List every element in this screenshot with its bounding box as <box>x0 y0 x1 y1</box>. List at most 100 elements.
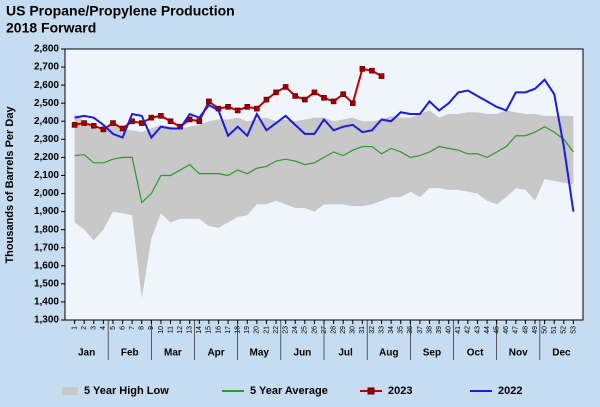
point-marker <box>148 114 155 121</box>
chart-title: US Propane/Propylene Production <box>6 3 235 19</box>
x-tick-label: 3 <box>91 326 98 330</box>
x-tick-label: 31 <box>359 326 366 334</box>
x-tick-label: 2 <box>81 326 88 330</box>
x-tick-label: 16 <box>215 326 222 334</box>
month-label: Feb <box>121 348 139 359</box>
x-tick-label: 45 <box>494 326 501 334</box>
point-marker <box>254 105 260 112</box>
x-tick-label: 9 <box>148 326 155 330</box>
x-tick-label: 25 <box>302 326 309 334</box>
x-tick-label: 13 <box>187 326 194 334</box>
y-tick-label: 1,400 <box>34 297 59 308</box>
legend-label: 5 Year High Low <box>84 385 169 397</box>
x-tick-label: 33 <box>378 326 385 334</box>
legend-label: 2023 <box>388 385 412 397</box>
x-tick-label: 20 <box>254 326 261 334</box>
x-tick-label: 4 <box>100 326 107 330</box>
x-tick-label: 34 <box>388 326 395 334</box>
y-tick-label: 1,600 <box>34 260 59 271</box>
x-tick-label: 28 <box>330 326 337 334</box>
high-low-band <box>74 110 574 299</box>
point-marker <box>311 89 318 96</box>
point-marker <box>273 89 279 96</box>
x-tick-label: 1 <box>71 326 78 330</box>
point-marker <box>321 94 327 101</box>
x-tick-label: 47 <box>513 326 520 334</box>
x-tick-label: 10 <box>158 326 165 334</box>
x-tick-label: 48 <box>522 326 529 334</box>
x-tick-label: 36 <box>407 326 414 334</box>
point-marker <box>110 120 116 126</box>
x-tick-label: 43 <box>474 326 481 334</box>
series-line <box>74 78 575 212</box>
y-tick-label: 2,400 <box>34 116 59 127</box>
x-tick-label: 39 <box>436 326 443 334</box>
point-marker <box>71 122 78 128</box>
point-marker <box>225 104 231 110</box>
y-tick-label: 2,000 <box>34 188 59 199</box>
y-tick-label: 2,500 <box>34 98 59 109</box>
month-label: Sep <box>423 348 441 359</box>
y-tick-label: 2,100 <box>34 170 59 181</box>
month-label: Mar <box>164 348 182 359</box>
point-marker <box>81 120 87 126</box>
x-tick-label: 22 <box>273 326 280 334</box>
x-tick-label: 6 <box>119 326 126 330</box>
y-tick-label: 2,200 <box>34 152 59 163</box>
x-tick-label: 17 <box>225 326 232 334</box>
point-marker <box>359 66 366 72</box>
x-tick-label: 53 <box>570 326 577 334</box>
x-tick-label: 11 <box>167 326 174 333</box>
point-marker <box>158 113 164 119</box>
x-tick-label: 50 <box>541 326 548 334</box>
legend-swatch <box>62 387 78 395</box>
legend-label: 5 Year Average <box>250 385 328 397</box>
x-tick-label: 26 <box>311 326 318 334</box>
point-marker <box>369 67 375 74</box>
point-marker <box>90 122 97 129</box>
x-tick-label: 46 <box>503 326 510 334</box>
point-marker <box>292 93 299 99</box>
month-label: Oct <box>467 348 484 359</box>
x-tick-label: 8 <box>139 326 146 330</box>
y-tick-label: 2,800 <box>34 44 59 55</box>
series-line <box>74 125 574 204</box>
x-tick-label: 5 <box>110 326 117 330</box>
x-tick-label: 41 <box>455 326 462 334</box>
y-tick-label: 1,500 <box>34 279 59 290</box>
x-tick-label: 23 <box>282 326 289 334</box>
point-marker <box>206 98 212 105</box>
point-marker <box>340 91 346 97</box>
month-label: Jun <box>294 348 312 359</box>
legend-label: 2022 <box>498 385 522 397</box>
month-label: Jul <box>338 348 353 359</box>
chart-subtitle: 2018 Forward <box>6 20 96 36</box>
y-tick-label: 1,300 <box>34 315 59 326</box>
x-tick-label: 18 <box>235 326 242 334</box>
x-tick-label: 44 <box>484 326 491 334</box>
x-tick-label: 15 <box>206 326 213 334</box>
point-marker <box>282 84 289 90</box>
point-marker <box>119 125 126 132</box>
point-marker <box>196 118 203 125</box>
y-axis-label: Thousands of Barrels Per Day <box>4 106 16 264</box>
x-tick-label: 37 <box>417 326 424 334</box>
month-label: May <box>250 348 270 359</box>
y-tick-label: 1,800 <box>34 224 59 235</box>
month-label: Aug <box>379 348 398 359</box>
x-tick-label: 27 <box>321 326 328 334</box>
x-tick-label: 32 <box>369 326 376 334</box>
y-tick-label: 2,600 <box>34 80 59 91</box>
point-marker <box>167 118 174 125</box>
x-tick-label: 14 <box>196 326 203 334</box>
month-label: Nov <box>509 348 528 359</box>
y-tick-label: 2,300 <box>34 134 59 145</box>
x-tick-label: 51 <box>551 326 558 334</box>
x-tick-label: 40 <box>446 326 453 334</box>
x-tick-label: 52 <box>561 326 568 334</box>
x-tick-label: 24 <box>292 326 299 334</box>
point-marker <box>330 98 337 105</box>
month-label: Apr <box>207 348 224 359</box>
x-tick-label: 19 <box>244 326 251 334</box>
